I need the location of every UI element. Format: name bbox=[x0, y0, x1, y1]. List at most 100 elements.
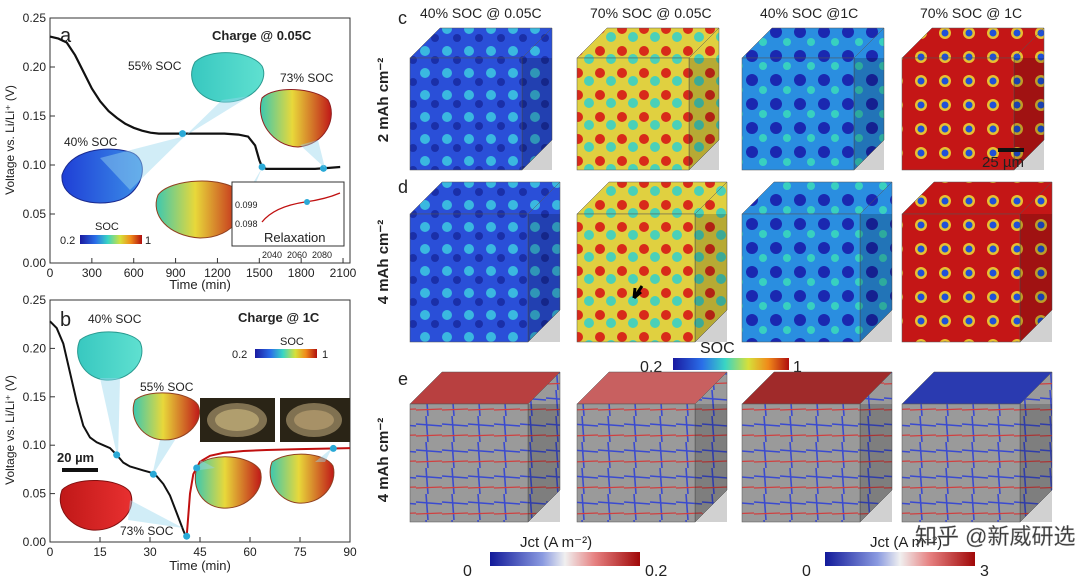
x-tick-label: 1200 bbox=[204, 266, 231, 280]
x-tick-label: 900 bbox=[166, 266, 186, 280]
colorbar-min-e-right: 0 bbox=[802, 563, 811, 580]
data-marker bbox=[258, 163, 266, 171]
x-axis-label-b: Time (min) bbox=[169, 558, 231, 573]
scalebar-label-c: 25 µm bbox=[982, 154, 1024, 171]
cubes-row-d bbox=[409, 181, 1053, 343]
colorbar-a bbox=[80, 235, 142, 244]
cubes-row-c bbox=[409, 27, 1045, 171]
cube-d-0 bbox=[409, 181, 561, 343]
y-tick-label: 0.25 bbox=[23, 293, 47, 307]
y-axis-label-a: Voltage vs. Li/Li⁺ (V) bbox=[3, 85, 17, 195]
x-tick-label: 1800 bbox=[288, 266, 315, 280]
callout-relax2-b bbox=[315, 448, 332, 462]
particle-55soc-a bbox=[191, 52, 265, 103]
x-tick-label: 0 bbox=[47, 545, 54, 559]
panel-label-a: a bbox=[60, 25, 72, 47]
x-tick-label: 1500 bbox=[246, 266, 273, 280]
column-label-1: 70% SOC @ 0.05C bbox=[590, 5, 712, 21]
y-tick-label: 0.05 bbox=[23, 207, 47, 221]
y-tick-label: 0.15 bbox=[23, 390, 47, 404]
scalebar-label-b: 20 µm bbox=[57, 450, 94, 465]
x-tick-label: 2100 bbox=[330, 266, 357, 280]
cube-d-1 bbox=[576, 181, 728, 343]
cube-d-2 bbox=[741, 181, 893, 343]
row-label-c: 2 mAh cm⁻² bbox=[375, 58, 392, 143]
chart-title-b: Charge @ 1C bbox=[238, 310, 320, 325]
colorbar-label-e-right: Jct (A m⁻²) bbox=[870, 534, 942, 551]
panel-label-c: c bbox=[398, 8, 407, 28]
y-tick-label: 0.10 bbox=[23, 438, 47, 452]
inset-xtick-2: 2080 bbox=[312, 250, 332, 260]
callout-relax1-b bbox=[200, 460, 215, 470]
scalebar-b bbox=[62, 468, 98, 472]
scalebar-c bbox=[998, 148, 1024, 152]
row-label-d: 4 mAh cm⁻² bbox=[375, 220, 392, 305]
y-tick-label: 0.00 bbox=[23, 535, 47, 549]
annotation-73soc-a: 73% SOC bbox=[280, 71, 334, 85]
annotation-55soc-b: 55% SOC bbox=[140, 380, 194, 394]
panel-b: b Charge @ 1C Time (min) Voltage vs. Li/… bbox=[3, 293, 357, 573]
annotation-40soc-a: 40% SOC bbox=[64, 135, 118, 149]
annotation-73soc-b: 73% SOC bbox=[120, 524, 174, 538]
markers-a bbox=[179, 130, 327, 172]
y-tick-label: 0.20 bbox=[23, 60, 47, 74]
ticks-a: 0 300 600 900 1200 1500 1800 2100 0.00 0.05 0.10 0.… bbox=[23, 11, 357, 280]
y-tick-label: 0.20 bbox=[23, 341, 47, 355]
colorbar-min-b: 0.2 bbox=[232, 349, 247, 361]
data-marker bbox=[149, 470, 157, 478]
relaxation-line-b bbox=[185, 447, 351, 537]
x-tick-label: 45 bbox=[193, 545, 207, 559]
particle-40soc-b bbox=[77, 331, 143, 381]
panel-d: d 4 mAh cm⁻² SOC 0.2 1 bbox=[375, 177, 1053, 376]
inset-ytick-1: 0.098 bbox=[235, 219, 258, 229]
particle-relax1-b bbox=[194, 456, 262, 509]
arrow-annotation-d bbox=[632, 285, 644, 300]
callout-40soc-b bbox=[100, 378, 120, 460]
cube-d-3 bbox=[901, 181, 1053, 343]
colorbar-e-left bbox=[490, 552, 640, 566]
cube-c-2 bbox=[741, 27, 885, 171]
ticks-b: 0 15 30 45 60 75 90 0.00 0.05 0.10 0.15 0.20 0.25 bbox=[23, 293, 357, 559]
watermark: 知乎 @新威研选 bbox=[915, 524, 1075, 549]
y-tick-label: 0.15 bbox=[23, 109, 47, 123]
particle-73soc-b bbox=[59, 480, 133, 531]
colorbar-label-d: SOC bbox=[700, 340, 735, 357]
colorbar-label-a: SOC bbox=[95, 221, 119, 233]
row-label-e: 4 mAh cm⁻² bbox=[375, 418, 392, 503]
data-marker bbox=[183, 532, 191, 540]
inset-ytick-0: 0.099 bbox=[235, 200, 258, 210]
y-axis-label-b: Voltage vs. Li/Li⁺ (V) bbox=[3, 375, 17, 485]
callout-73soc-b bbox=[128, 500, 183, 528]
panel-e: e 4 mAh cm⁻² Jct (A m⁻²) 0 0.2 Jct (A m⁻… bbox=[375, 369, 1053, 580]
inset-label: Relaxation bbox=[264, 230, 325, 245]
x-tick-label: 60 bbox=[243, 545, 257, 559]
charge-line-b bbox=[49, 320, 188, 539]
inset-relaxation bbox=[231, 181, 345, 247]
x-tick-label: 75 bbox=[293, 545, 307, 559]
callout-55soc-a bbox=[185, 96, 250, 136]
colorbar-min-e-left: 0 bbox=[463, 563, 472, 580]
colorbar-min-a: 0.2 bbox=[60, 235, 75, 247]
panel-label-d: d bbox=[398, 177, 408, 197]
panel-c: c 40% SOC @ 0.05C 70% SOC @ 0.05C 40% SO… bbox=[375, 5, 1045, 171]
inset-marker bbox=[304, 199, 310, 205]
data-marker bbox=[193, 464, 201, 472]
x-tick-label: 15 bbox=[93, 545, 107, 559]
panel-label-e: e bbox=[398, 369, 408, 389]
y-tick-label: 0.00 bbox=[23, 256, 47, 270]
x-tick-label: 0 bbox=[47, 266, 54, 280]
x-tick-label: 90 bbox=[343, 545, 357, 559]
chart-title-a: Charge @ 0.05C bbox=[212, 28, 312, 43]
data-marker bbox=[319, 164, 327, 172]
x-tick-label: 600 bbox=[124, 266, 144, 280]
data-marker bbox=[113, 451, 121, 459]
colorbar-label-e-left: Jct (A m⁻²) bbox=[520, 534, 592, 551]
callout-73soc-a bbox=[300, 140, 325, 168]
inset-xtick-0: 2040 bbox=[262, 250, 282, 260]
x-axis-label-a: Time (min) bbox=[169, 277, 231, 292]
panel-label-b: b bbox=[60, 309, 71, 331]
colorbar-b bbox=[255, 349, 317, 358]
colorbar-max-e-right: 3 bbox=[980, 563, 989, 580]
x-tick-label: 30 bbox=[143, 545, 157, 559]
cube-e-0 bbox=[409, 371, 561, 523]
